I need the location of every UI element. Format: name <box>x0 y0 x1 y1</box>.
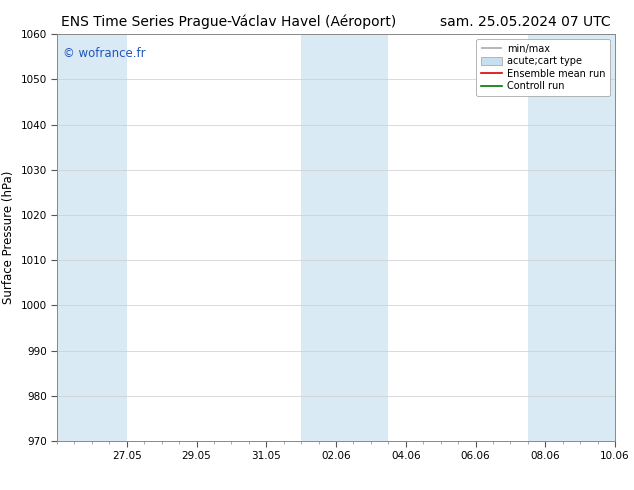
Bar <box>57 34 127 441</box>
Y-axis label: Surface Pressure (hPa): Surface Pressure (hPa) <box>2 171 15 304</box>
Legend: min/max, acute;cart type, Ensemble mean run, Controll run: min/max, acute;cart type, Ensemble mean … <box>476 39 610 96</box>
Bar <box>528 34 615 441</box>
Title: ENS Time Series Prague-Václav Havel (Aéroport)          sam. 25.05.2024 07 UTC: ENS Time Series Prague-Václav Havel (Aér… <box>61 15 611 29</box>
Text: © wofrance.fr: © wofrance.fr <box>63 47 145 59</box>
Bar <box>301 34 388 441</box>
